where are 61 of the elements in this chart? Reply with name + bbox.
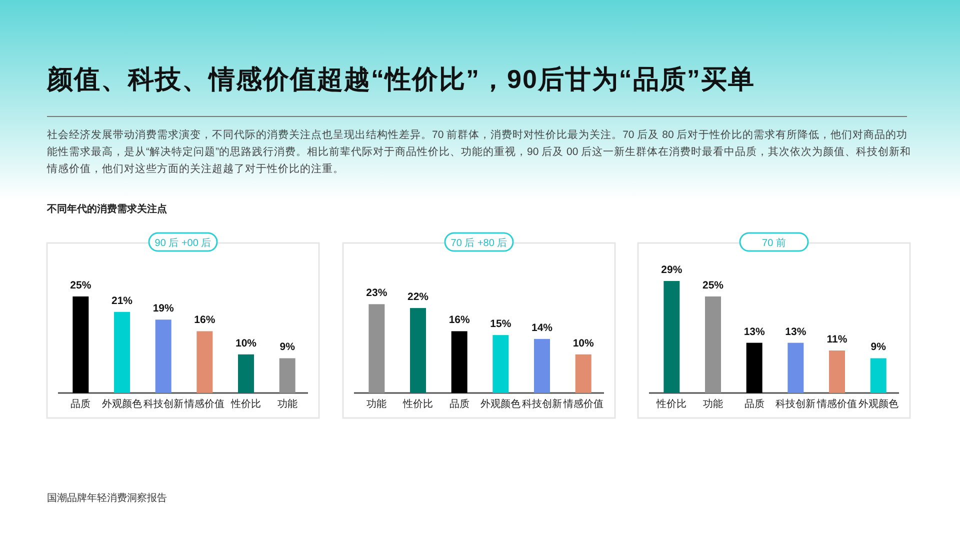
x-tick-label: 性价比 — [402, 398, 433, 410]
data-label: 21% — [111, 294, 134, 307]
x-tick-label: 外观颜色 — [858, 398, 898, 410]
bar — [534, 338, 550, 393]
x-tick-label: 情感价值 — [562, 398, 604, 410]
x-tick-label: 品质 — [449, 398, 470, 410]
x-tick-label: 外观颜色 — [102, 398, 142, 410]
chart-title: 90 后 +00 后 — [154, 237, 212, 249]
bar — [196, 331, 213, 393]
x-tick-label: 功能 — [703, 398, 723, 410]
bar — [492, 335, 509, 393]
text: 颜值、科技、情感价值超越“性价比”，90后甘为“品质”买单 — [47, 63, 756, 96]
data-label: 13% — [744, 326, 766, 338]
data-label: 11% — [826, 334, 848, 346]
bar — [114, 312, 130, 393]
x-tick-label: 科技创新 — [522, 398, 562, 410]
text: 国潮品牌年轻消费洞察报告 — [47, 492, 167, 505]
bar — [279, 358, 296, 393]
x-tick-label: 外观颜色 — [480, 398, 521, 410]
data-label: 9% — [280, 341, 296, 354]
x-tick-label: 科技创新 — [143, 398, 184, 410]
data-label: 16% — [194, 314, 216, 326]
data-label: 19% — [152, 302, 175, 315]
bar — [410, 308, 426, 393]
text: 不同年代的消费需求关注点 — [47, 202, 167, 216]
bar — [238, 354, 254, 393]
data-label: 9% — [870, 341, 887, 354]
bar — [451, 331, 468, 393]
data-label: 13% — [785, 326, 807, 338]
bar — [870, 358, 886, 393]
bar — [746, 342, 762, 393]
x-tick-label: 功能 — [366, 398, 387, 410]
bar — [829, 350, 845, 393]
bar — [575, 354, 592, 393]
x-tick-label: 性价比 — [230, 398, 261, 410]
bar — [705, 296, 721, 393]
chart-title: 70 前 — [762, 237, 786, 249]
x-tick-label: 性价比 — [656, 398, 687, 410]
bar — [368, 304, 385, 393]
bar — [72, 296, 89, 393]
x-tick-label: 科技创新 — [776, 398, 816, 410]
data-label: 15% — [490, 318, 512, 330]
x-tick-label: 品质 — [744, 398, 764, 410]
x-tick-label: 情感价值 — [184, 398, 225, 410]
data-label: 23% — [366, 287, 388, 300]
data-label: 16% — [448, 314, 471, 326]
data-label: 14% — [531, 322, 554, 334]
data-label: 29% — [661, 264, 683, 276]
chart-title: 70 后 +80 后 — [450, 237, 508, 249]
data-label: 25% — [70, 279, 92, 292]
data-label: 22% — [407, 291, 430, 304]
text: 社会经济发展带动消费需求演变，不同代际的消费关注点也呈现出结构性差异。70 前群体，消费时对性价比最为关注。70 后及 80 后对于性价比的需求有所降低，他们对商品的功能性需求最高，是从“解决特定问题”的思路践行消费。相比前辈代际对于商品性价比、功能的重视，90 后及 00 后这一新生群体在消费时最看中品质，其次依次为颜值、科技创新和情感价值，他们对这些方面的关注超越了对于性价比的注重。 — [47, 128, 912, 177]
bar — [664, 281, 680, 393]
x-tick-label: 情感价值 — [816, 398, 857, 410]
bar — [788, 342, 804, 393]
x-tick-label: 品质 — [70, 398, 91, 410]
data-label: 10% — [572, 337, 595, 350]
x-tick-label: 功能 — [277, 398, 298, 410]
data-label: 25% — [702, 279, 724, 292]
data-label: 10% — [235, 337, 258, 350]
bar — [155, 320, 172, 393]
